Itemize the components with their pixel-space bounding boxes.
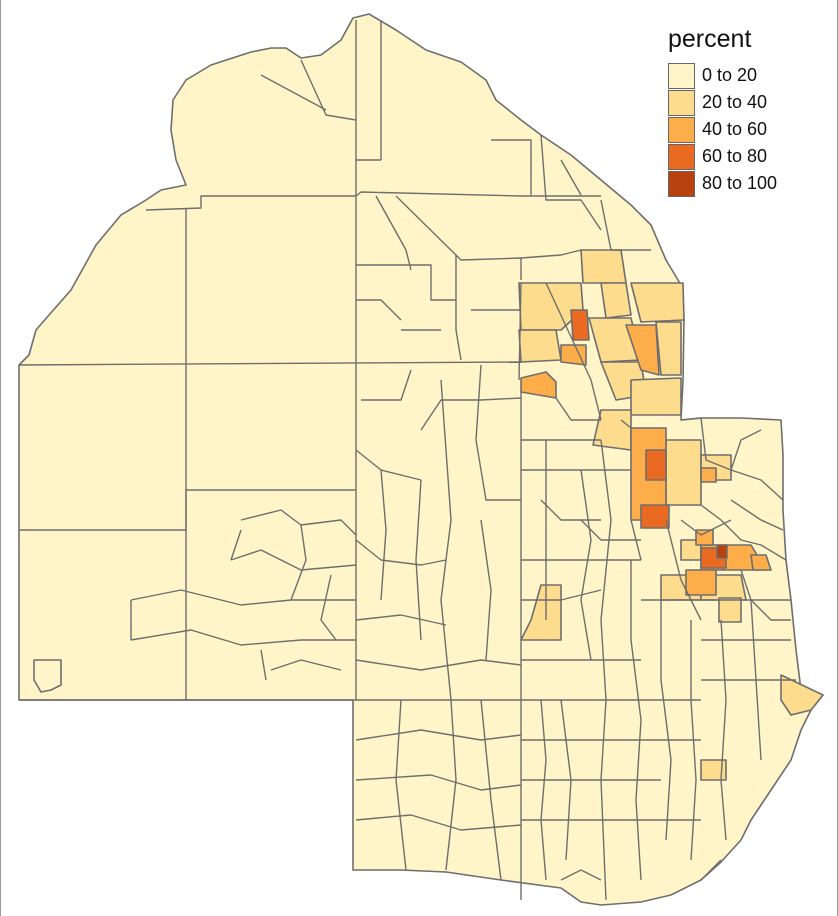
- legend-label: 60 to 80: [702, 146, 768, 166]
- legend-swatch: [668, 143, 695, 170]
- legend-title: percent: [668, 25, 752, 53]
- tract-40-60: [685, 569, 717, 596]
- tract-20-40: [665, 439, 702, 506]
- tract-40-60: [750, 554, 772, 571]
- tract-20-40: [630, 377, 682, 416]
- legend-item: 40 to 60: [668, 116, 777, 143]
- legend-item: 60 to 80: [668, 143, 777, 170]
- legend-label: 40 to 60: [702, 119, 768, 139]
- tract-20-40: [630, 282, 685, 323]
- tract-20-40: [600, 282, 632, 319]
- legend-swatch: [668, 62, 695, 89]
- legend-label: 20 to 40: [702, 92, 768, 112]
- tract-20-40: [718, 597, 742, 623]
- legend-label: 80 to 100: [702, 173, 778, 193]
- tract-40-60: [560, 344, 587, 366]
- legend-item: 0 to 20: [668, 62, 777, 89]
- tract-20-40: [780, 674, 824, 716]
- legend-item: 80 to 100: [668, 170, 777, 197]
- legend-rows: 0 to 20 20 to 40 40 to 60 60 to 80 80 to 100: [668, 62, 777, 197]
- map-legend: percent 0 to 20 20 to 40 40 to 60 60 to 80 8…: [668, 24, 777, 197]
- tract-20-40: [518, 329, 562, 363]
- tract-20-40: [520, 584, 562, 641]
- island-tract: [33, 659, 62, 693]
- tract-60-80: [640, 504, 670, 529]
- tract-40-60: [695, 529, 714, 546]
- legend-swatch: [668, 116, 695, 143]
- legend-label: 0 to 20: [702, 65, 758, 85]
- tract-40-60: [700, 467, 717, 483]
- legend-swatch: [668, 89, 695, 116]
- tract-20-40: [655, 321, 682, 376]
- tract-40-60: [520, 371, 557, 399]
- tract-60-80: [645, 449, 667, 481]
- tract-40-60: [625, 324, 660, 376]
- tract-80-100: [716, 544, 728, 559]
- tract-20-40: [580, 249, 627, 284]
- tract-boundaries: [18, 20, 796, 901]
- legend-swatch: [668, 170, 695, 197]
- legend-item: 20 to 40: [668, 89, 777, 116]
- tract-60-80: [570, 309, 590, 341]
- tract-20-40: [700, 759, 727, 781]
